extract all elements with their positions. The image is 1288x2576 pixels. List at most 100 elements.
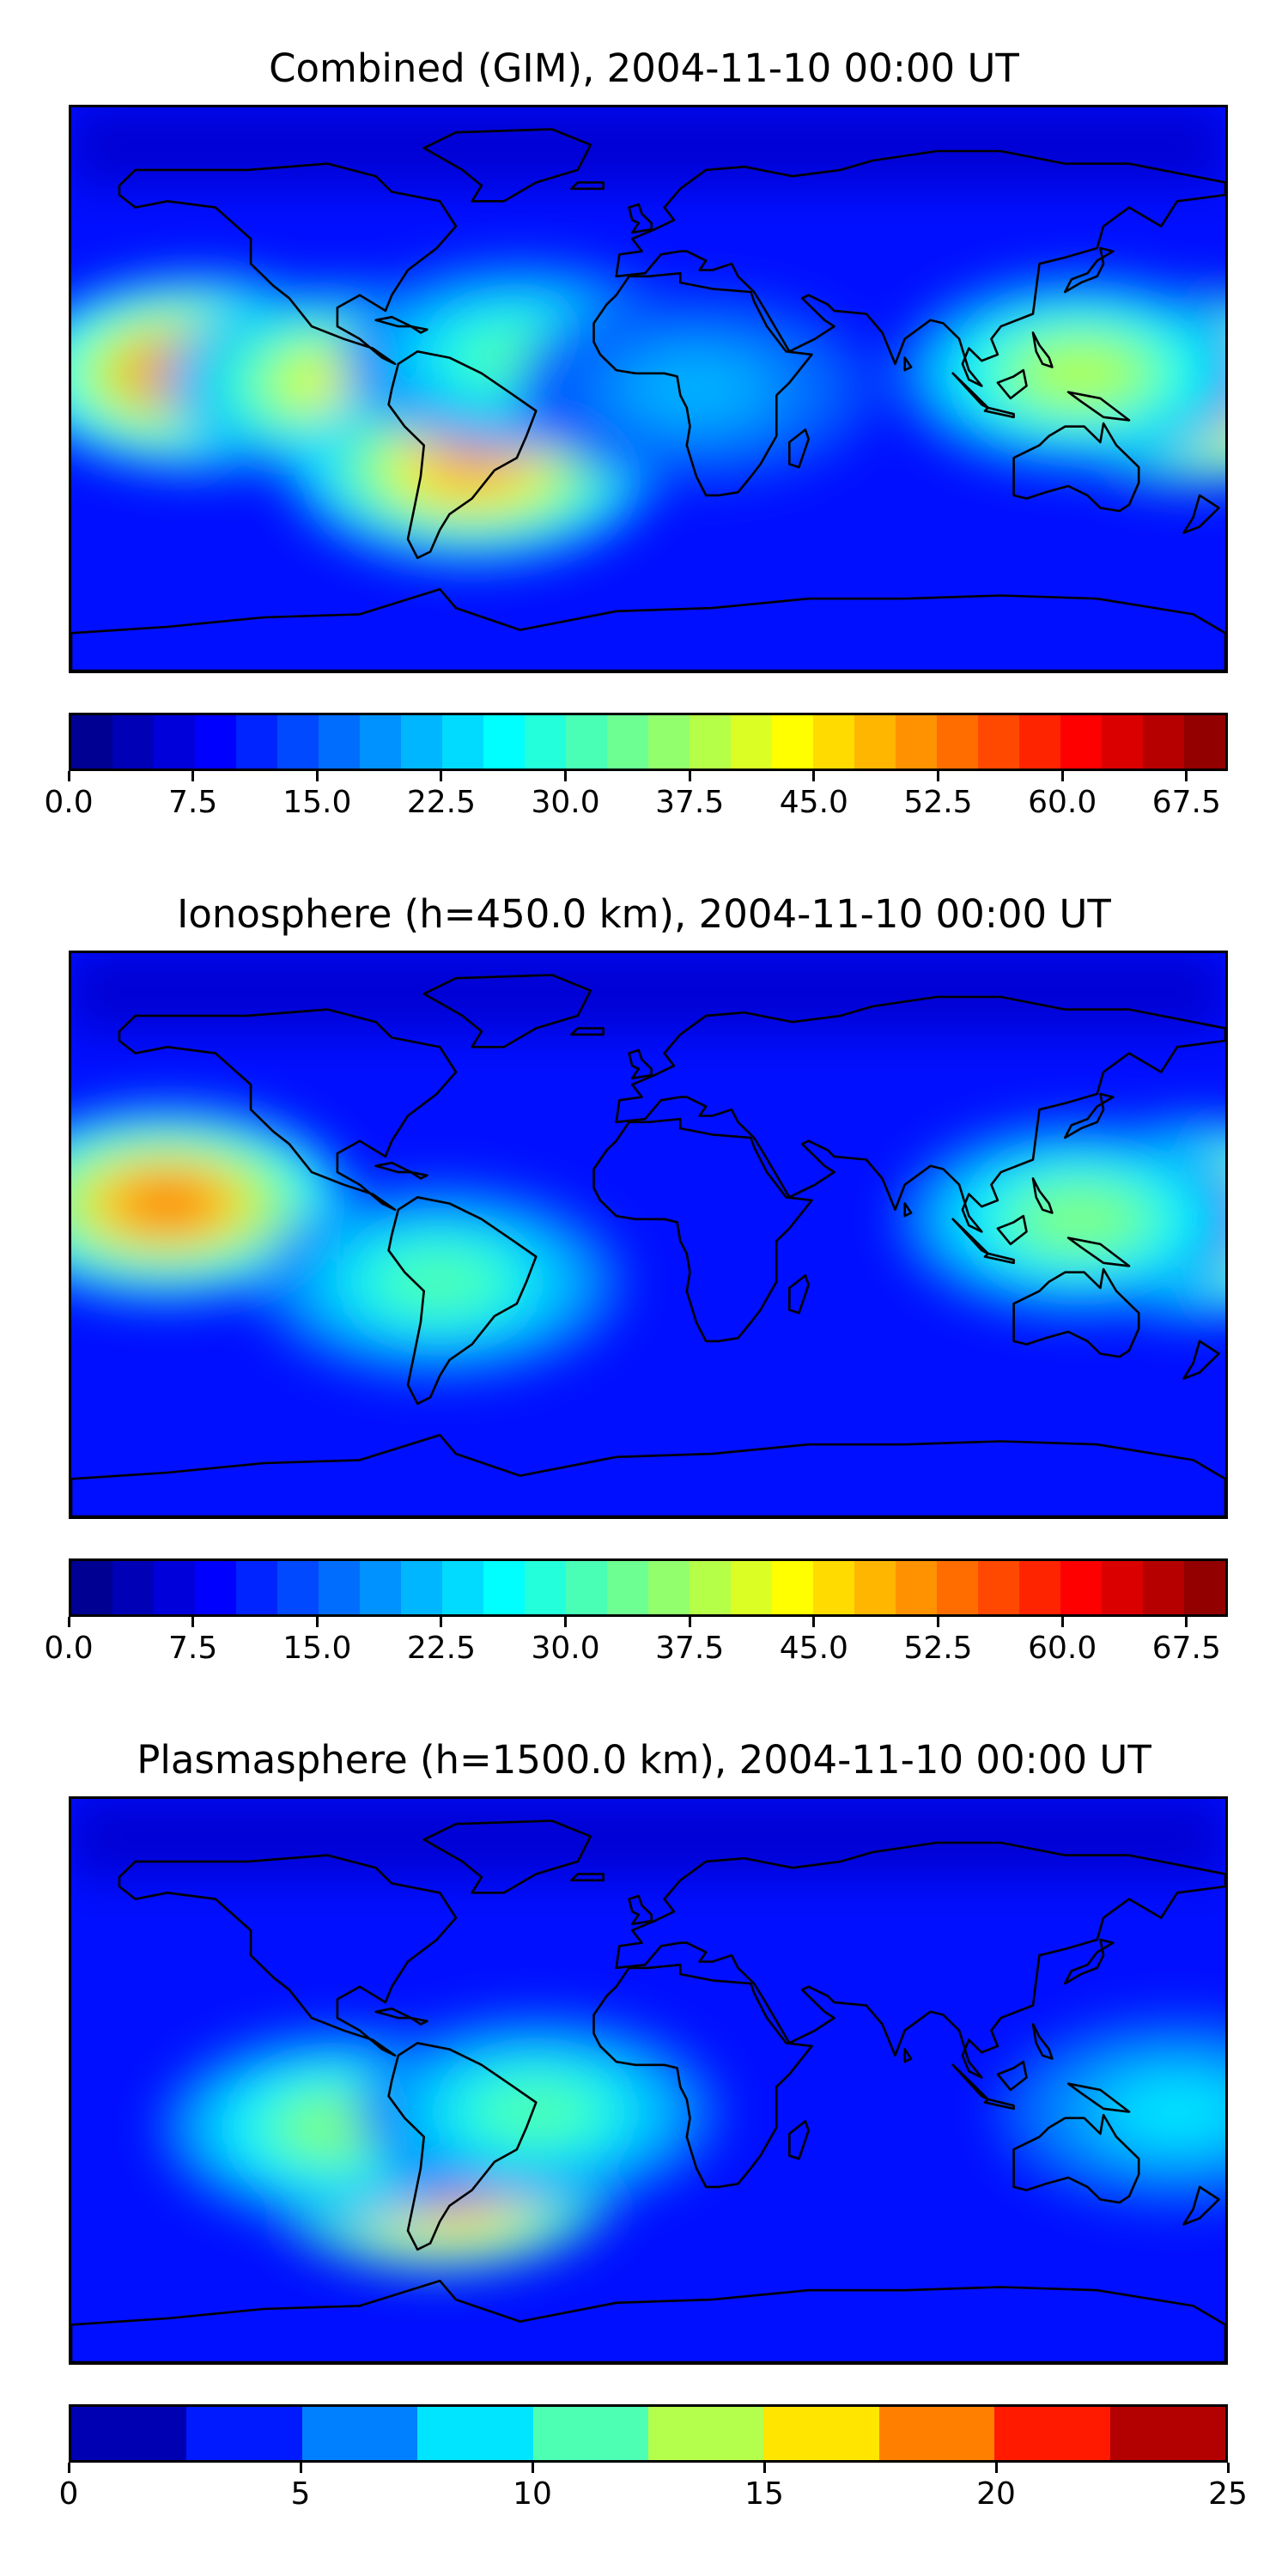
coastline: [387, 1195, 538, 1406]
colorbar-tick-label: 37.5: [655, 785, 725, 820]
coastline: [615, 995, 1225, 1233]
colorbar-tick: [812, 1617, 816, 1627]
coastline: [1031, 331, 1054, 368]
coastline: [787, 1274, 811, 1315]
coastline: [1012, 422, 1140, 513]
colorbar-segment: [112, 1561, 154, 1614]
colorbar-segment: [1102, 1561, 1143, 1614]
coastline: [628, 1894, 653, 1926]
colorbar-segment: [360, 715, 401, 769]
coastline: [615, 149, 1225, 387]
panel-title: Combined (GIM), 2004-11-10 00:00 UT: [269, 46, 1019, 91]
colorbar-tick: [191, 1617, 195, 1627]
colorbar-segment: [1143, 715, 1184, 769]
colorbar-tick: [564, 1617, 568, 1627]
colorbar-segment: [483, 715, 525, 769]
colorbar-segment: [772, 715, 813, 769]
colorbar-tick-label: 45.0: [779, 1631, 848, 1666]
field-contour: [416, 438, 529, 496]
colorbar-segment: [71, 715, 112, 769]
colorbar-tick: [440, 1617, 443, 1627]
map-plasmasphere: [69, 1796, 1228, 2365]
colorbar-segment: [319, 1561, 360, 1614]
coastline: [996, 368, 1028, 400]
colorbar-segment: [1109, 2407, 1225, 2460]
colorbar-segment: [978, 715, 1019, 769]
coastline: [118, 1854, 458, 2057]
colorbar-segment: [360, 1561, 401, 1614]
colorbar-tick-label: 15.0: [283, 785, 352, 820]
colorbar-ticks: 0.0 7.5 15.0 22.5 30.0 37.5 45.0 52.5 60.0 67.5: [44, 1617, 1228, 1668]
colorbar-segment: [896, 1561, 937, 1614]
colorbar-segment: [731, 1561, 772, 1614]
colorbar-tick: [299, 2463, 302, 2473]
colorbar-segment: [112, 715, 154, 769]
field-contour: [1121, 2082, 1225, 2141]
colorbar-segment: [878, 2407, 995, 2460]
colorbar-tick-label: 25: [1208, 2476, 1248, 2512]
coastline: [570, 1027, 605, 1036]
colorbar-tick: [67, 771, 70, 781]
coastline: [387, 349, 538, 560]
colorbar-segment: [978, 1561, 1019, 1614]
colorbar-tick: [1185, 771, 1188, 781]
coastline: [422, 974, 592, 1048]
colorbar-tick-label: 45.0: [779, 785, 848, 820]
field-polar-band: [71, 107, 1225, 185]
colorbar-segment: [731, 715, 772, 769]
colorbar-tick: [1060, 771, 1064, 781]
colorbar-segment: [525, 1561, 566, 1614]
coastline: [1012, 2113, 1140, 2204]
map-combined: [69, 105, 1228, 673]
coastline: [570, 1873, 605, 1882]
colorbar-segment: [1143, 1561, 1184, 1614]
coastline: [1064, 1938, 1115, 1985]
colorbar-tick: [994, 2463, 998, 2473]
coastlines: [71, 974, 1225, 1516]
coastline: [1066, 391, 1131, 422]
colorbar-tick-label: 20: [976, 2476, 1016, 2512]
colorbar-tick-label: 0.0: [44, 785, 94, 820]
colorbar-tick: [688, 1617, 691, 1627]
colorbar-segment: [154, 1561, 195, 1614]
colorbar-segment: [854, 715, 896, 769]
field-contour: [640, 360, 753, 418]
colorbar-ticks: 0.0 7.5 15.0 22.5 30.0 37.5 45.0 52.5 60.0 67.5: [44, 771, 1228, 823]
colorbar-segment: [236, 715, 277, 769]
colorbar-segment: [648, 1561, 690, 1614]
coastline: [410, 325, 428, 334]
colorbar-segment: [813, 1561, 854, 1614]
colorbar-segment: [154, 715, 195, 769]
colorbar-tick-label: 15.0: [283, 1631, 352, 1666]
coastline: [903, 356, 913, 372]
colorbar-segment: [566, 715, 607, 769]
colorbar-tick-label: 22.5: [406, 785, 476, 820]
colorbar-segment: [1060, 1561, 1102, 1614]
coastline: [903, 2048, 913, 2063]
field-polar-band: [71, 953, 1225, 1030]
coastline: [118, 1008, 458, 1212]
coastline: [422, 1820, 592, 1894]
map-ionosphere: [69, 951, 1228, 1519]
coastline: [996, 1214, 1028, 1246]
colorbar-tick-label: 15: [744, 2476, 784, 2512]
colorbar-ticks: 0 5 10 15 20 25: [59, 2463, 1248, 2514]
field-contour: [479, 2082, 592, 2141]
coastline: [118, 162, 458, 366]
colorbar-tick: [67, 2463, 70, 2473]
colorbar-tick: [937, 771, 939, 781]
coastlines: [71, 128, 1225, 671]
colorbar-segment: [937, 1561, 978, 1614]
colorbar-tick-label: 37.5: [655, 1631, 725, 1666]
colorbar-segment: [690, 1561, 731, 1614]
colorbar-segment: [483, 1561, 525, 1614]
coastline: [410, 2016, 428, 2026]
coastline: [903, 1202, 913, 1218]
coastline: [983, 2098, 1015, 2111]
coastline: [592, 271, 813, 497]
coastline: [628, 1048, 653, 1080]
colorbar-segment: [994, 2407, 1110, 2460]
colorbar-tick: [315, 1617, 319, 1627]
colorbar-tick: [1226, 2463, 1230, 2473]
coastline: [787, 428, 811, 469]
